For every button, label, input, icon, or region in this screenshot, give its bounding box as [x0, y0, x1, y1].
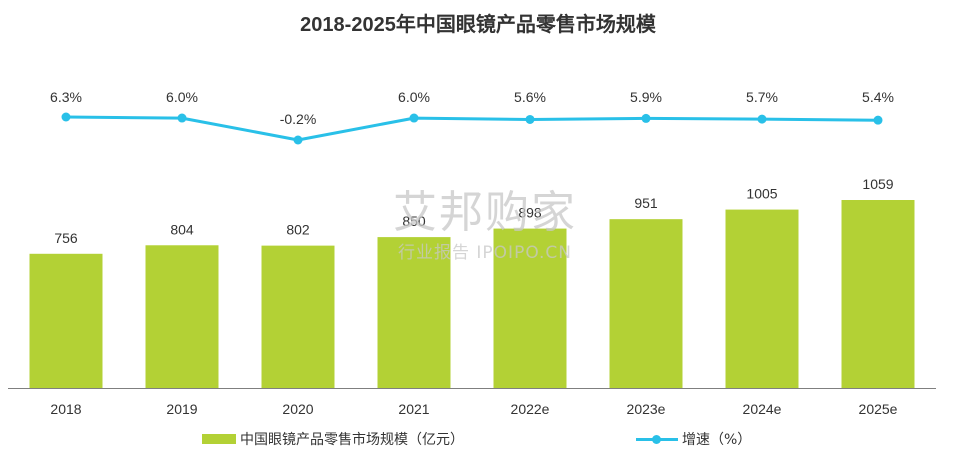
bar-value-label: 756: [54, 230, 78, 246]
legend-line-label: 增速（%）: [682, 432, 752, 448]
growth-value-label: 6.0%: [398, 89, 430, 105]
legend-item-bar: 中国眼镜产品零售市场规模（亿元）: [202, 429, 464, 449]
growth-point-2023e: [641, 113, 651, 123]
x-tick-label: 2021: [398, 401, 429, 417]
x-tick-label: 2023e: [627, 401, 666, 417]
growth-point-2024e: [757, 114, 767, 124]
growth-value-label: 5.4%: [862, 89, 894, 105]
bar-2018: [29, 253, 103, 388]
bar-value-label: 1059: [862, 176, 893, 192]
growth-value-label: 5.7%: [746, 89, 778, 105]
growth-value-label: 6.3%: [50, 89, 82, 105]
bar-value-label: 850: [402, 213, 426, 229]
x-tick-label: 2018: [50, 401, 81, 417]
x-tick-label: 2020: [282, 401, 313, 417]
bar-value-label: 951: [634, 195, 658, 211]
bar-value-label: 804: [170, 221, 194, 237]
growth-value-label: 5.9%: [630, 89, 662, 105]
x-tick-label: 2022e: [511, 401, 550, 417]
x-tick-label: 2025e: [859, 401, 898, 417]
growth-point-2018: [61, 112, 71, 122]
growth-value-label: -0.2%: [280, 111, 317, 127]
growth-point-2021: [409, 113, 419, 123]
bar-value-label: 1005: [746, 186, 777, 202]
legend-bar-label: 中国眼镜产品零售市场规模（亿元）: [240, 432, 464, 448]
bar-value-label: 802: [286, 222, 310, 238]
legend-line-swatch: [636, 434, 678, 444]
growth-point-2019: [177, 113, 187, 123]
bar-value-label: 898: [518, 205, 542, 221]
growth-value-label: 6.0%: [166, 89, 198, 105]
x-tick-label: 2019: [166, 401, 197, 417]
legend-item-line: 增速（%）: [636, 429, 751, 449]
bar-2023e: [609, 219, 683, 388]
growth-point-2025e: [873, 115, 883, 125]
chart-title: 2018-2025年中国眼镜产品零售市场规模: [300, 14, 656, 36]
legend-bar-swatch: [202, 434, 236, 444]
bar-2025e: [841, 200, 915, 388]
bar-2020: [261, 245, 335, 388]
growth-point-2022e: [525, 114, 535, 124]
growth-value-label: 5.6%: [514, 89, 546, 105]
growth-line: [65, 115, 879, 142]
x-tick-label: 2024e: [743, 401, 782, 417]
bar-2024e: [725, 209, 799, 388]
bar-2022e: [493, 228, 567, 388]
bar-2021: [377, 237, 451, 388]
growth-point-2020: [293, 135, 303, 145]
bar-2019: [145, 245, 219, 388]
